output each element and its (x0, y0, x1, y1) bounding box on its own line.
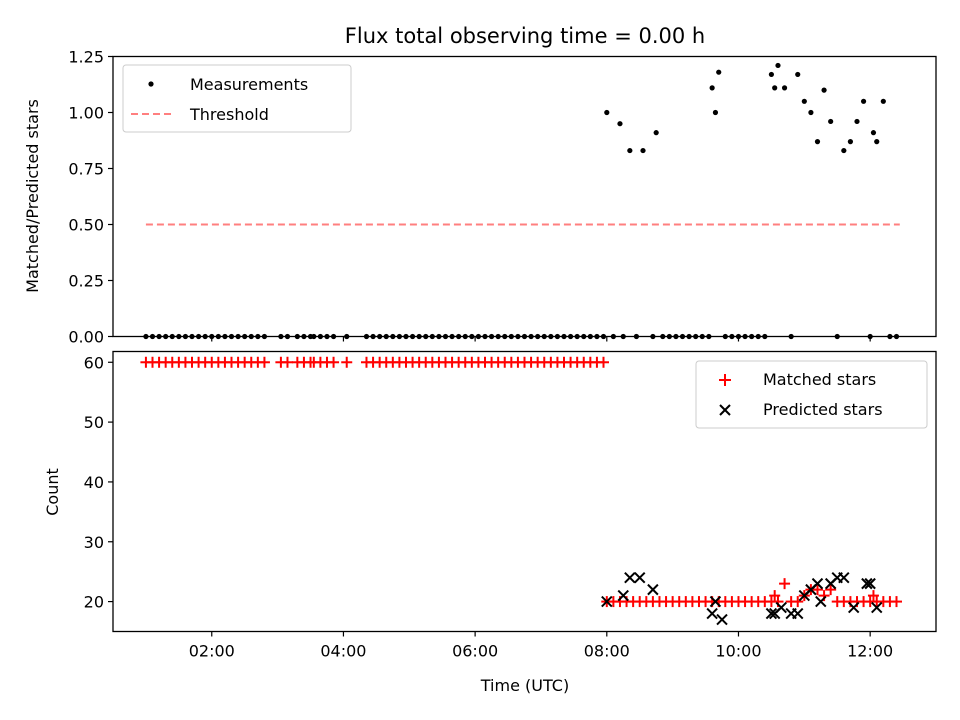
counts-legend: Matched stars Predicted stars (695, 360, 928, 429)
legend-matched-label: Matched stars (763, 370, 876, 389)
ratio-ylabel: Matched/Predicted stars (23, 99, 42, 293)
matched-stars-point (890, 596, 902, 608)
measurements-point (617, 121, 623, 127)
measurements-point (801, 98, 807, 104)
xtick-label: 04:00 (320, 642, 366, 661)
matched-stars-point (258, 356, 270, 368)
counts-plot-frame (112, 350, 937, 633)
ytick-label: 50 (84, 413, 104, 432)
chart-title: Flux total observing time = 0.00 h (345, 24, 705, 48)
predicted-stars-point (864, 577, 876, 590)
measurements-point (828, 118, 834, 125)
predicted-stars-point (811, 577, 824, 590)
legend-predicted-label: Predicted stars (763, 400, 883, 419)
predicted-stars-point (765, 607, 778, 620)
matched-stars-point (281, 356, 293, 368)
xtick-label: 12:00 (847, 642, 893, 661)
predicted-stars-point (792, 607, 804, 620)
measurements-point (709, 85, 715, 91)
measurements-point (768, 71, 775, 78)
measurements-point (821, 87, 827, 93)
measurements-point (627, 147, 633, 154)
predicted-stars-point (847, 601, 860, 614)
matched-stars-point (792, 596, 804, 608)
predicted-stars-point (617, 589, 629, 602)
measurements-point (640, 147, 646, 154)
counts-axes: 20 30 40 50 60 02:00 04:00 06:00 08:00 10:00 12:00 (84, 353, 894, 660)
matched-stars-point (328, 356, 340, 368)
predicted-stars-point (861, 577, 873, 590)
legend-predicted-marker (719, 404, 731, 416)
measurements-point (880, 98, 886, 104)
predicted-stars-point (815, 595, 827, 608)
measurements-point (860, 98, 867, 104)
ytick-label: 0.75 (68, 160, 104, 179)
predicted-stars-point (706, 607, 718, 620)
xtick-label: 02:00 (189, 642, 235, 661)
legend-threshold-label: Threshold (189, 105, 269, 124)
measurements-point (772, 85, 778, 91)
measurements-point (870, 130, 877, 136)
predicted-stars-point (709, 595, 722, 608)
ytick-label: 1.00 (68, 104, 104, 123)
predicted-stars-point (624, 571, 636, 584)
measurements-point (653, 130, 659, 136)
ratio-axes: 0.00 0.25 0.50 0.75 1.00 1.25 (68, 48, 871, 347)
predicted-stars-point (871, 601, 883, 614)
measurements-point (814, 139, 821, 145)
matched-stars-point (779, 578, 791, 590)
measurements-point (775, 62, 781, 69)
ratio-panel: Flux total observing time = 0.00 h 0.000… (23, 24, 937, 347)
counts-ylabel: Count (43, 468, 62, 516)
xtick-label: 06:00 (452, 642, 498, 661)
measurements-point (795, 71, 801, 78)
ytick-label: 0.00 (68, 328, 104, 347)
counts-legend-box (695, 360, 928, 429)
measurements-point (712, 109, 719, 116)
ytick-label: 30 (84, 533, 104, 552)
measurements-point (874, 139, 880, 145)
matched-stars-point (825, 584, 837, 596)
matched-stars-point (811, 584, 823, 596)
ratio-legend: Measurements Threshold (122, 64, 352, 133)
predicted-stars-point (838, 571, 850, 584)
measurements-point (716, 69, 722, 75)
matched-stars-point (769, 590, 781, 602)
ytick-label: 60 (84, 353, 104, 372)
measurements-point (847, 139, 854, 145)
measurements-point (808, 109, 814, 116)
matched-stars-point (598, 356, 610, 368)
ratio-legend-box (122, 64, 352, 133)
legend-measurements-marker (148, 81, 154, 87)
ytick-label: 1.25 (68, 48, 104, 67)
legend-measurements-label: Measurements (190, 75, 308, 94)
measurements-point (604, 109, 610, 116)
legend-matched-marker (719, 374, 731, 386)
ytick-label: 20 (84, 593, 104, 612)
predicted-stars-point (601, 595, 613, 608)
xtick-label: 10:00 (715, 642, 761, 661)
ytick-label: 0.50 (68, 216, 104, 235)
measurements-point (854, 118, 860, 125)
counts-xlabel: Time (UTC) (480, 676, 569, 695)
measurements-point (841, 147, 847, 154)
counts-marks (140, 356, 902, 626)
xtick-label: 08:00 (584, 642, 630, 661)
measurements-point (781, 85, 788, 91)
predicted-stars-point (647, 583, 659, 596)
ytick-label: 0.25 (68, 272, 104, 291)
predicted-stars-point (775, 601, 787, 614)
ratio-plot-frame (112, 55, 937, 338)
matched-stars-point (867, 590, 879, 602)
matched-stars-point (341, 356, 353, 368)
counts-panel: 20 30 40 50 60 02:00 04:00 06:00 08:00 10:00 12:00… (43, 350, 937, 695)
ytick-label: 40 (84, 473, 104, 492)
predicted-stars-point (634, 571, 646, 584)
predicted-stars-point (716, 613, 728, 626)
